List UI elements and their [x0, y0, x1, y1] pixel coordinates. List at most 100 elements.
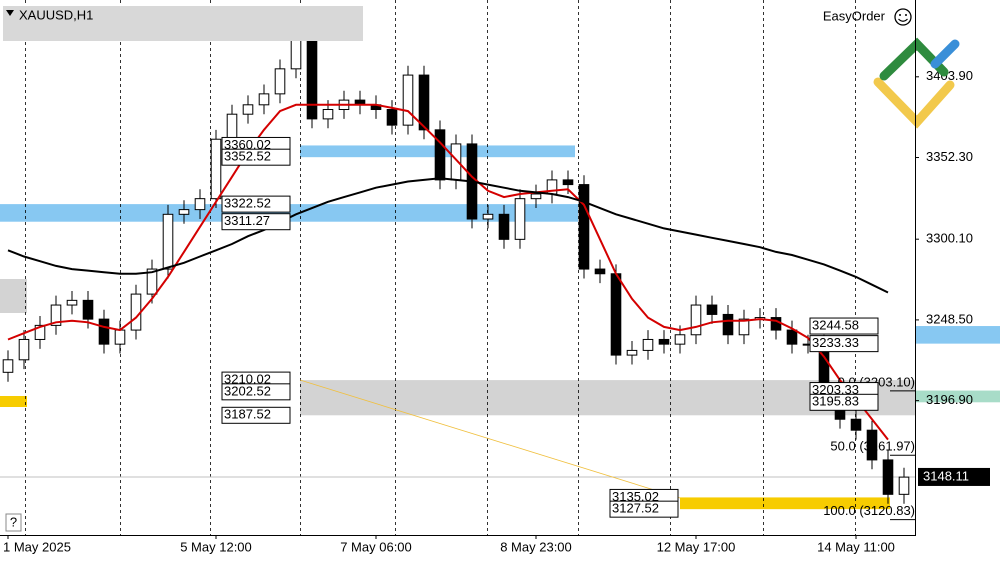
x-tick-label: 14 May 11:00: [817, 539, 895, 554]
candle-body: [882, 459, 894, 495]
x-tick-label: 8 May 23:00: [500, 539, 572, 554]
help-button-label[interactable]: ?: [10, 514, 17, 529]
candle-body: [274, 68, 286, 95]
price-zone: [0, 204, 578, 222]
price-label: 3360.02: [224, 137, 271, 152]
x-tick-label: 5 May 12:00: [180, 539, 252, 554]
price-label: 3210.02: [224, 372, 271, 387]
candle-body: [258, 93, 270, 106]
logo-part: [930, 39, 960, 69]
last-price-label: 3148.11: [923, 468, 969, 483]
candle-body: [386, 109, 398, 126]
candle-body: [402, 74, 414, 126]
dropdown-arrow[interactable]: [6, 10, 14, 16]
price-label-box: [221, 406, 291, 424]
candle-body: [98, 318, 110, 345]
moving-average: [7, 177, 889, 294]
price-label-box: [809, 335, 879, 353]
price-label: 3127.52: [612, 501, 659, 516]
price-label-box: [809, 393, 879, 411]
price-label: 3195.83: [812, 394, 859, 409]
candle-body: [146, 268, 158, 295]
candle-body: [66, 299, 78, 306]
candle-body: [530, 193, 542, 200]
candle-body: [82, 299, 94, 320]
candles-layer: [2, 29, 910, 504]
zone-stub: [0, 396, 27, 407]
price-label-box: [221, 383, 291, 401]
overlay-layer: 0.0 (3203.10)50.0 (3161.97)100.0 (3120.8…: [3, 37, 990, 554]
logo: [873, 37, 960, 129]
moving-average: [7, 103, 889, 441]
candle-body: [562, 179, 574, 186]
price-zone: [915, 326, 1000, 344]
price-label: 3135.02: [612, 489, 659, 504]
price-label-box: [609, 500, 679, 518]
x-tick-label: 1 May 2025: [3, 539, 71, 554]
candle-body: [226, 113, 238, 140]
last-price-tag: [918, 467, 990, 486]
help-button[interactable]: [5, 513, 22, 532]
grid-layer: [0, 0, 915, 535]
zone-stub: [0, 279, 27, 313]
candle-body: [578, 184, 590, 270]
symbol-title: XAUUSD,H1: [19, 7, 93, 22]
x-tick-label: 7 May 06:00: [340, 539, 412, 554]
candle-body: [610, 273, 622, 356]
candle-body: [690, 304, 702, 336]
price-label: 3352.52: [224, 149, 271, 164]
price-label: 3322.52: [224, 196, 271, 211]
price-label: 3203.33: [812, 382, 859, 397]
price-label-box: [221, 148, 291, 166]
price-label: 3187.52: [224, 407, 271, 422]
candle-body: [322, 109, 334, 120]
y-tick-label: 3248.50: [926, 311, 973, 326]
candle-body: [114, 329, 126, 345]
price-zone: [915, 390, 1000, 403]
price-label: 3233.33: [812, 335, 859, 350]
candle-body: [162, 213, 174, 270]
candle-body: [866, 429, 878, 461]
candle-body: [738, 318, 750, 336]
candle-body: [34, 324, 46, 340]
candle-body: [2, 359, 14, 373]
candle-body: [674, 334, 686, 345]
fib-label: 100.0 (3120.83): [823, 503, 915, 518]
candle-body: [210, 138, 222, 200]
price-label-box: [809, 317, 879, 335]
x-tick-label: 12 May 17:00: [657, 539, 736, 554]
candle-body: [898, 476, 910, 495]
easyorder-label[interactable]: EasyOrder: [823, 8, 886, 23]
candle-body: [50, 304, 62, 326]
y-tick-label: 3352.30: [926, 149, 973, 164]
candle-body: [594, 268, 606, 275]
candle-body: [514, 198, 526, 240]
header-box: [3, 6, 363, 41]
y-tick-label: 3300.10: [926, 231, 973, 246]
candle-body: [786, 329, 798, 345]
price-label-box: [221, 195, 291, 213]
price-label-box: [221, 213, 291, 231]
candle-body: [418, 74, 430, 131]
y-tick-label: 3196.90: [926, 392, 973, 407]
price-label: 3202.52: [224, 383, 271, 398]
candle-body: [658, 338, 670, 345]
candle-body: [178, 209, 190, 215]
candle-body: [642, 338, 654, 351]
logo-part: [873, 77, 955, 129]
candle-body: [434, 129, 446, 181]
candle-body: [626, 349, 638, 356]
candle-body: [482, 213, 494, 220]
candle-body: [194, 198, 206, 211]
candle-body: [706, 304, 718, 315]
candle-body: [18, 338, 30, 361]
candle-body: [306, 38, 318, 120]
price-zone: [680, 497, 890, 510]
fib-trendline: [299, 379, 681, 499]
smiley-icon[interactable]: [894, 8, 912, 26]
candle-body: [290, 38, 302, 70]
price-label: 3244.58: [812, 317, 859, 332]
